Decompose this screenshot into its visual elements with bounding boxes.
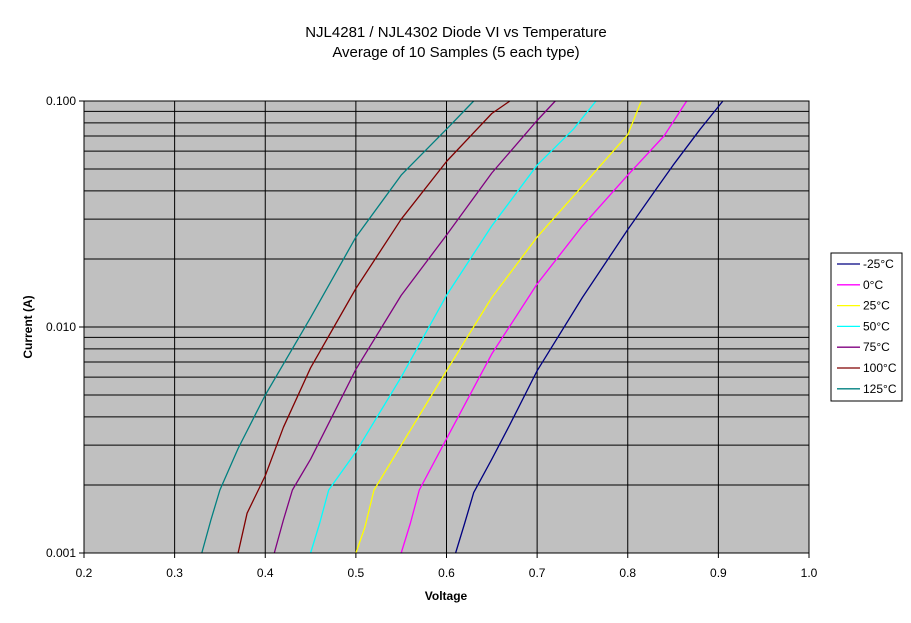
chart-title: NJL4281 / NJL4302 Diode VI vs Temperatur…: [305, 24, 607, 41]
y-tick-label: 0.001: [46, 546, 76, 560]
legend-label: 75°C: [863, 340, 890, 354]
x-tick-label: 1.0: [801, 566, 818, 580]
x-tick-label: 0.3: [166, 566, 183, 580]
series-line: [237, 100, 511, 554]
y-axis-ticks: 0.001 0.010 0.100: [46, 94, 84, 560]
x-tick-label: 0.4: [257, 566, 274, 580]
grid-lines: [83, 100, 810, 554]
legend-label: 100°C: [863, 361, 897, 375]
series-line: [309, 100, 597, 554]
legend: -25°C 0°C 25°C 50°C 75°C 100°C 125°C: [830, 252, 903, 402]
series-line: [454, 100, 724, 554]
legend-label: -25°C: [863, 257, 894, 271]
series-line: [201, 100, 475, 554]
x-tick-label: 0.8: [619, 566, 636, 580]
x-tick-label: 0.6: [438, 566, 455, 580]
x-tick-label: 0.7: [529, 566, 546, 580]
chart-subtitle: Average of 10 Samples (5 each type): [332, 44, 579, 61]
series-layer: [201, 100, 724, 554]
y-tick-label: 0.010: [46, 320, 76, 334]
x-tick-label: 0.9: [710, 566, 727, 580]
x-axis-ticks: 0.2 0.3 0.4 0.5 0.6 0.7 0.8 0.9 1.0: [76, 553, 818, 580]
series-line: [273, 100, 556, 554]
x-tick-label: 0.2: [76, 566, 93, 580]
x-axis-title: Voltage: [425, 589, 468, 603]
series-line: [400, 100, 688, 554]
legend-label: 25°C: [863, 299, 890, 313]
y-tick-label: 0.100: [46, 94, 76, 108]
series-line: [355, 100, 642, 554]
x-tick-label: 0.5: [348, 566, 365, 580]
legend-label: 0°C: [863, 278, 883, 292]
legend-label: 125°C: [863, 382, 897, 396]
y-axis-title: Current (A): [21, 295, 35, 358]
legend-label: 50°C: [863, 319, 890, 333]
